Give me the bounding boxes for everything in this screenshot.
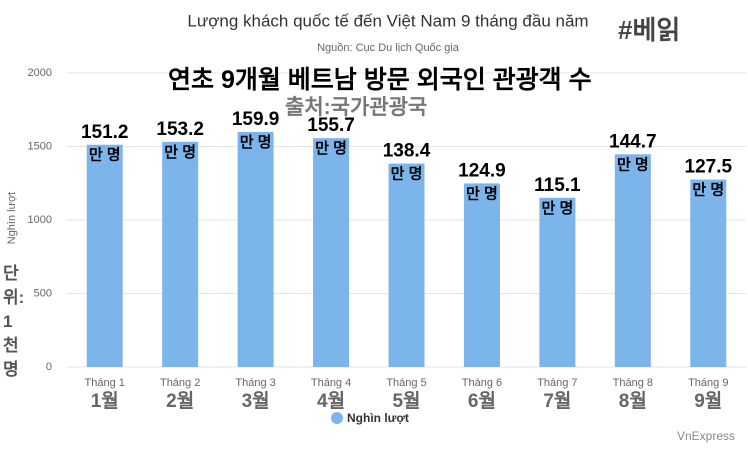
x-tick-label: Tháng 4	[311, 377, 351, 389]
value-label: 127.5	[685, 157, 733, 178]
y-tick-label: 0	[46, 361, 52, 373]
chart-title: Lượng khách quốc tế đến Việt Nam 9 tháng…	[187, 11, 588, 30]
x-tick-label-ko: 4월	[317, 390, 345, 412]
bar	[539, 197, 576, 367]
value-label: 124.9	[458, 160, 506, 181]
y-tick-label: 1500	[28, 140, 52, 152]
value-label-unit: 만 명	[164, 143, 196, 161]
bar	[237, 131, 274, 367]
value-label: 151.2	[81, 122, 129, 143]
x-tick-label-ko: 9월	[694, 390, 722, 412]
x-tick-label: Tháng 5	[386, 377, 426, 389]
overlay-source: 출처:국가관광국	[285, 96, 428, 119]
value-label: 159.9	[232, 109, 280, 130]
y-tick-label: 500	[34, 287, 52, 299]
value-label: 115.1	[534, 175, 581, 196]
bar	[463, 183, 500, 367]
x-tick-label: Tháng 7	[537, 377, 577, 389]
value-label-unit: 만 명	[315, 139, 347, 157]
x-tick-label: Tháng 3	[235, 377, 275, 389]
value-label-unit: 만 명	[541, 199, 573, 217]
value-label: 144.7	[609, 131, 657, 152]
value-label-unit: 만 명	[89, 146, 121, 164]
value-label-unit: 만 명	[617, 155, 649, 173]
bar	[388, 163, 425, 367]
x-tick-label-ko: 2월	[166, 390, 194, 412]
y-tick-label: 2000	[28, 67, 52, 79]
hashtag: #베읽	[618, 15, 681, 45]
bar	[162, 141, 199, 367]
x-tick-label: Tháng 6	[462, 377, 502, 389]
value-label: 155.7	[307, 115, 355, 136]
legend-label: Nghìn lượt	[347, 411, 409, 425]
x-tick-label-ko: 5월	[392, 390, 420, 412]
y-axis-label: Nghìn lượt	[6, 192, 18, 245]
x-tick-label: Tháng 2	[160, 377, 200, 389]
value-label-unit: 만 명	[692, 181, 724, 199]
overlay-unit: 단위:1천명	[3, 264, 25, 379]
overlay-title: 연초 9개월 베트남 방문 외국인 관광객 수	[168, 66, 592, 94]
value-label-unit: 만 명	[466, 184, 498, 202]
bar	[86, 144, 123, 367]
x-tick-label-ko: 6월	[468, 390, 496, 412]
x-tick-label: Tháng 1	[85, 377, 125, 389]
credit: VnExpress	[677, 429, 735, 443]
chart-subtitle: Nguồn: Cục Du lịch Quốc gia	[317, 42, 460, 54]
x-tick-label-ko: 3월	[242, 390, 270, 412]
bar	[690, 179, 727, 367]
y-tick-label: 1000	[28, 214, 52, 226]
value-label: 138.4	[383, 141, 431, 162]
x-tick-label: Tháng 9	[688, 377, 728, 389]
legend-swatch	[331, 412, 343, 424]
value-label-unit: 만 명	[391, 165, 423, 183]
x-tick-label-ko: 8월	[619, 390, 647, 412]
value-label: 153.2	[156, 119, 204, 140]
value-label-unit: 만 명	[240, 133, 272, 151]
bar	[614, 154, 651, 367]
x-tick-label: Tháng 8	[613, 377, 653, 389]
x-tick-label-ko: 1월	[91, 390, 119, 412]
bar	[313, 138, 350, 367]
x-tick-label-ko: 7월	[543, 390, 571, 412]
